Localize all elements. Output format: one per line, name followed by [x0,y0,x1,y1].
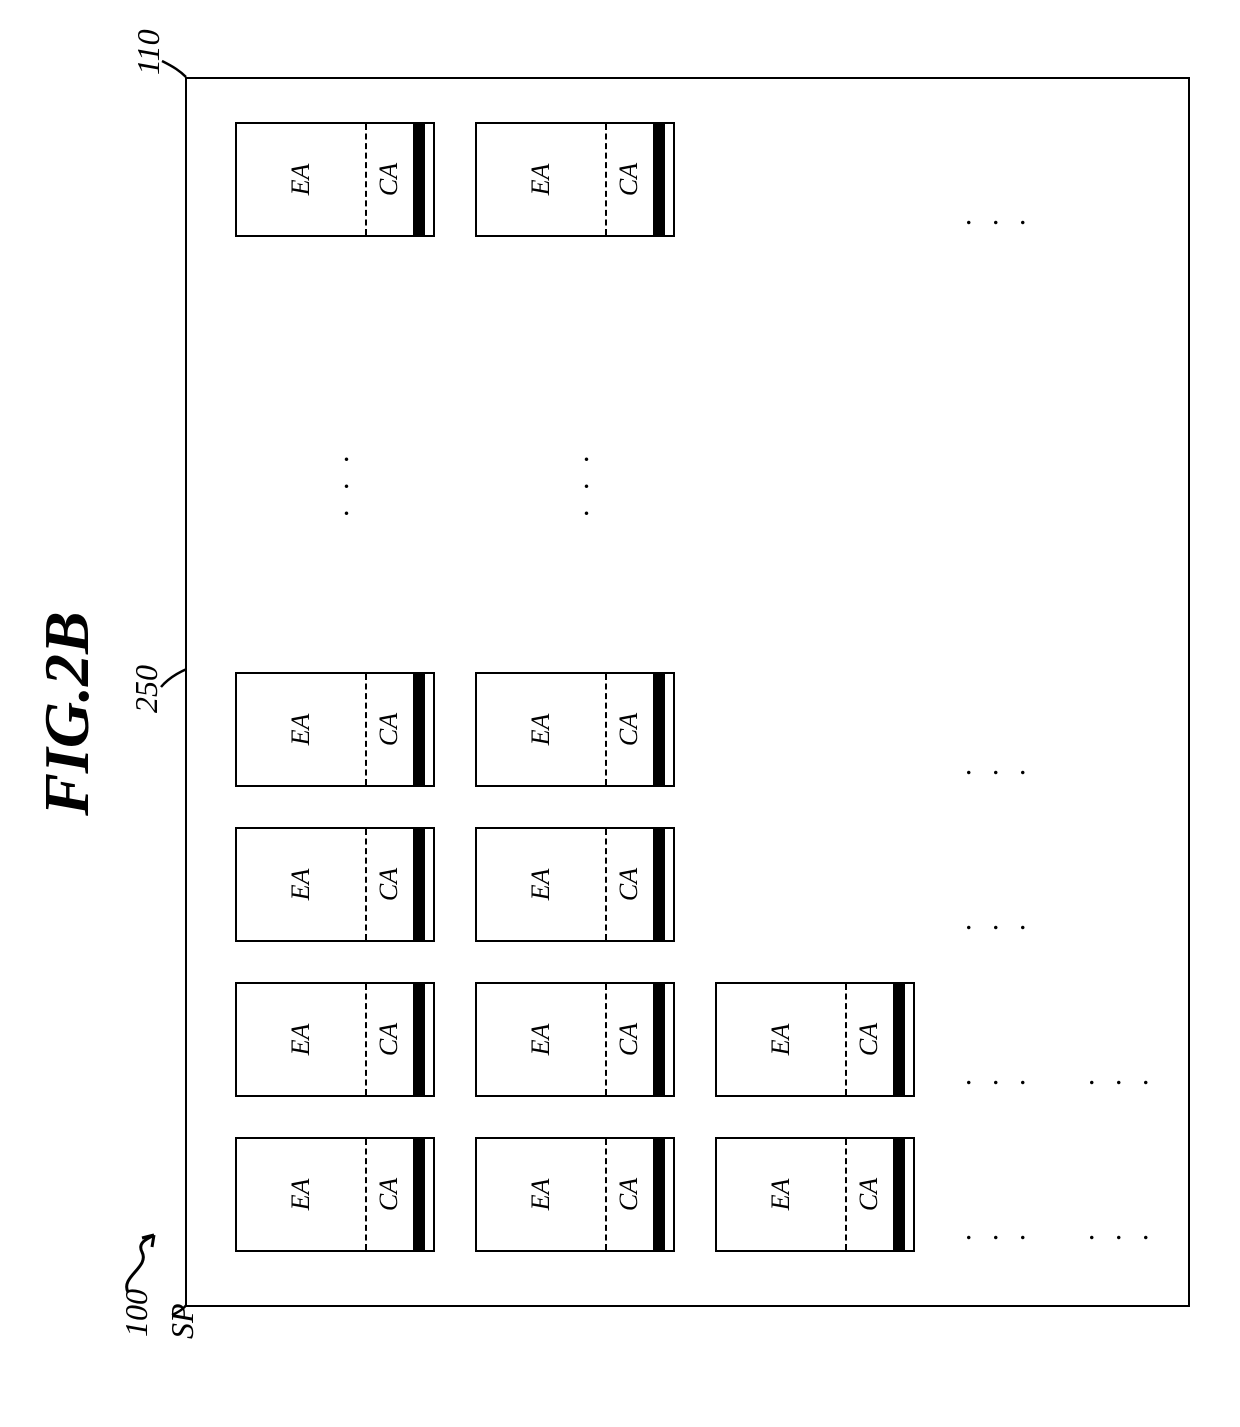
ca-region: CA [605,1139,653,1250]
figure-frame: FIG.2B 100 SP 250 110 EACAEACAEACAEACAEA… [0,0,1240,1427]
vertical-ellipsis: . . . [965,1213,1033,1247]
ea-region: EA [477,1139,605,1250]
horizontal-ellipsis: . . . [322,450,356,518]
black-bar [413,1139,425,1250]
horizontal-ellipsis: . . . [562,450,596,518]
ca-region: CA [605,984,653,1095]
pixel-cell: EACA [235,122,435,237]
black-bar [413,984,425,1095]
pixel-cell: EACA [235,672,435,787]
ea-region: EA [237,829,365,940]
ea-region: EA [477,829,605,940]
black-bar [413,674,425,785]
ea-region: EA [717,984,845,1095]
pixel-cell: EACA [715,1137,915,1252]
vertical-ellipsis: . . . [1088,1213,1156,1247]
black-bar [653,124,665,235]
black-bar [653,829,665,940]
pixel-cell: EACA [475,1137,675,1252]
ea-region: EA [717,1139,845,1250]
pixel-cell: EACA [475,827,675,942]
pixel-cell: EACA [715,982,915,1097]
ea-region: EA [477,674,605,785]
black-bar [893,984,905,1095]
vertical-ellipsis: . . . [965,903,1033,937]
ca-region: CA [365,829,413,940]
vertical-ellipsis: . . . [1088,1058,1156,1092]
ea-region: EA [237,1139,365,1250]
ca-region: CA [605,674,653,785]
pixel-cell: EACA [475,122,675,237]
ca-region: CA [365,984,413,1095]
vertical-ellipsis: . . . [965,1058,1033,1092]
ref-100-arrow [120,1227,170,1297]
ca-region: CA [845,1139,893,1250]
ca-region: CA [365,124,413,235]
pixel-cell: EACA [235,982,435,1097]
ea-region: EA [237,674,365,785]
pixel-cell: EACA [235,1137,435,1252]
black-bar [653,674,665,785]
pixel-cell: EACA [235,827,435,942]
figure-title: FIG.2B [30,0,104,1427]
ea-region: EA [477,124,605,235]
ca-region: CA [845,984,893,1095]
black-bar [413,829,425,940]
ea-region: EA [477,984,605,1095]
ea-region: EA [237,124,365,235]
black-bar [893,1139,905,1250]
ca-region: CA [365,674,413,785]
black-bar [653,984,665,1095]
ca-region: CA [605,829,653,940]
black-bar [413,124,425,235]
ca-region: CA [365,1139,413,1250]
vertical-ellipsis: . . . [965,748,1033,782]
pixel-cell: EACA [475,672,675,787]
vertical-ellipsis: . . . [965,198,1033,232]
ea-region: EA [237,984,365,1095]
ca-region: CA [605,124,653,235]
pixel-cell: EACA [475,982,675,1097]
black-bar [653,1139,665,1250]
